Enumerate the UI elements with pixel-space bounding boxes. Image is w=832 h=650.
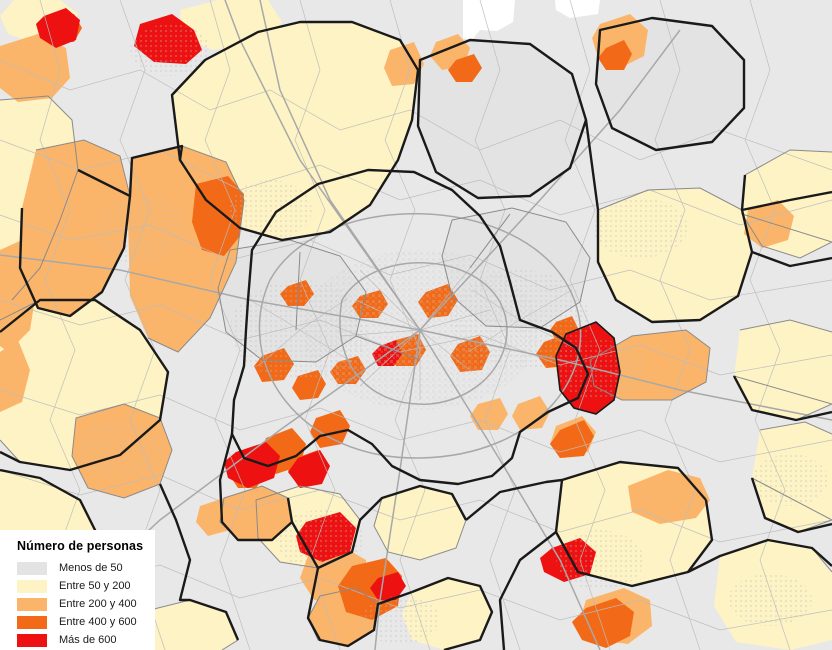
legend-swatch-200-400 bbox=[17, 597, 47, 611]
legend-item-400-600: Entre 400 y 600 bbox=[17, 613, 155, 631]
map-void-area bbox=[463, 0, 515, 40]
map-legend: Número de personas Menos de 50 Entre 50 … bbox=[0, 530, 155, 650]
map-void-area bbox=[555, 0, 600, 18]
legend-item-under-50: Menos de 50 bbox=[17, 559, 155, 577]
legend-item-200-400: Entre 200 y 400 bbox=[17, 595, 155, 613]
legend-title: Número de personas bbox=[17, 539, 144, 553]
legend-swatch-over-600 bbox=[17, 633, 47, 647]
legend-label-50-200: Entre 50 y 200 bbox=[59, 579, 131, 592]
legend-item-50-200: Entre 50 y 200 bbox=[17, 577, 155, 595]
highlight-cluster-outline bbox=[555, 321, 621, 415]
legend-swatch-under-50 bbox=[17, 561, 47, 575]
legend-label-200-400: Entre 200 y 400 bbox=[59, 597, 137, 610]
legend-swatch-50-200 bbox=[17, 579, 47, 593]
legend-swatch-400-600 bbox=[17, 615, 47, 629]
legend-label-under-50: Menos de 50 bbox=[59, 561, 123, 574]
legend-label-400-600: Entre 400 y 600 bbox=[59, 615, 137, 628]
legend-item-over-600: Más de 600 bbox=[17, 631, 155, 649]
legend-label-over-600: Más de 600 bbox=[59, 633, 117, 646]
urban-fabric-layer bbox=[76, 24, 828, 644]
